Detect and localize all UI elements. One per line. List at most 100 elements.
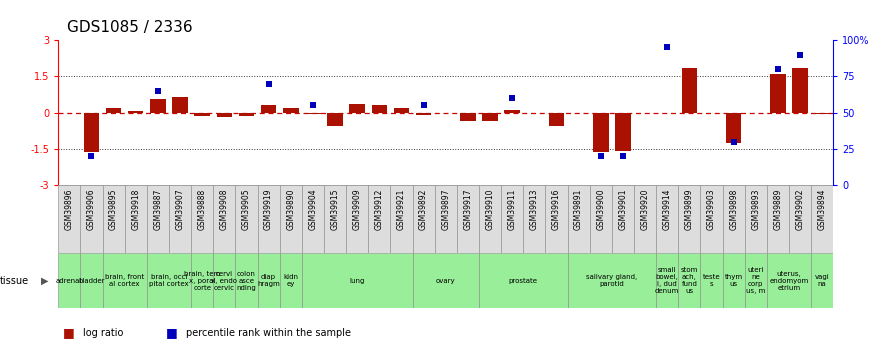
Text: uterus,
endomyom
etrium: uterus, endomyom etrium <box>770 270 808 290</box>
Text: vagi
na: vagi na <box>814 274 830 287</box>
Bar <box>701 185 722 253</box>
Text: salivary gland,
parotid: salivary gland, parotid <box>586 274 637 287</box>
Text: GSM39910: GSM39910 <box>486 188 495 230</box>
Text: GSM39906: GSM39906 <box>87 188 96 230</box>
Bar <box>393 108 409 112</box>
Bar <box>722 185 745 253</box>
Bar <box>656 253 678 308</box>
Bar <box>128 111 143 112</box>
Text: GSM39903: GSM39903 <box>707 188 716 230</box>
Bar <box>191 185 213 253</box>
Text: GSM39891: GSM39891 <box>574 188 583 230</box>
Bar <box>416 112 431 115</box>
Bar <box>412 185 435 253</box>
Text: brain, occi
pital cortex: brain, occi pital cortex <box>149 274 189 287</box>
Bar <box>767 253 811 308</box>
Bar <box>169 185 191 253</box>
Bar <box>283 108 298 112</box>
Text: GSM39902: GSM39902 <box>796 188 805 230</box>
Text: brain, front
al cortex: brain, front al cortex <box>105 274 144 287</box>
Bar <box>678 253 701 308</box>
Bar <box>213 253 236 308</box>
Text: GSM39908: GSM39908 <box>220 188 228 230</box>
Bar <box>306 112 321 114</box>
Bar <box>261 105 276 112</box>
Bar <box>412 253 479 308</box>
Bar <box>435 185 457 253</box>
Text: thym
us: thym us <box>725 274 743 287</box>
Text: prostate: prostate <box>509 278 538 284</box>
Bar <box>479 185 501 253</box>
Text: ■: ■ <box>166 326 177 339</box>
Text: tissue: tissue <box>0 276 30 286</box>
Text: GSM39894: GSM39894 <box>818 188 827 230</box>
Text: log ratio: log ratio <box>83 327 124 337</box>
Bar <box>612 185 634 253</box>
Bar <box>567 185 590 253</box>
Bar <box>324 185 346 253</box>
Bar <box>346 185 368 253</box>
Text: GSM39913: GSM39913 <box>530 188 538 230</box>
Bar <box>147 253 191 308</box>
Bar <box>58 253 81 308</box>
Bar <box>811 253 833 308</box>
Text: GSM39907: GSM39907 <box>176 188 185 230</box>
Text: kidn
ey: kidn ey <box>283 274 298 287</box>
Bar <box>236 185 257 253</box>
Bar <box>81 185 102 253</box>
Text: GSM39901: GSM39901 <box>618 188 627 230</box>
Bar <box>236 253 257 308</box>
Bar <box>811 185 833 253</box>
Bar <box>106 108 121 112</box>
Text: GSM39918: GSM39918 <box>131 188 141 230</box>
Text: GSM39914: GSM39914 <box>663 188 672 230</box>
Text: small
bowel,
i, dud
denum: small bowel, i, dud denum <box>655 267 679 294</box>
Bar <box>745 185 767 253</box>
Bar <box>745 253 767 308</box>
Text: GSM39919: GSM39919 <box>264 188 273 230</box>
Bar <box>217 112 232 117</box>
Text: lung: lung <box>349 278 365 284</box>
Text: ovary: ovary <box>436 278 455 284</box>
Bar <box>482 112 498 121</box>
Bar <box>81 253 102 308</box>
Bar <box>523 185 546 253</box>
Text: GSM39889: GSM39889 <box>773 188 782 230</box>
Bar <box>302 253 412 308</box>
Bar <box>194 112 210 116</box>
Bar <box>102 185 125 253</box>
Bar <box>280 185 302 253</box>
Text: diap
hragm: diap hragm <box>257 274 280 287</box>
Bar <box>656 185 678 253</box>
Bar <box>391 185 412 253</box>
Text: adrenal: adrenal <box>56 278 82 284</box>
Bar <box>238 112 254 116</box>
Bar <box>461 112 476 121</box>
Text: uteri
ne
corp
us, m: uteri ne corp us, m <box>746 267 765 294</box>
Bar <box>634 185 656 253</box>
Text: ▶: ▶ <box>41 276 48 286</box>
Text: GSM39887: GSM39887 <box>153 188 162 230</box>
Text: GSM39888: GSM39888 <box>198 188 207 230</box>
Bar <box>125 185 147 253</box>
Text: GSM39900: GSM39900 <box>596 188 606 230</box>
Text: GSM39920: GSM39920 <box>641 188 650 230</box>
Text: GSM39893: GSM39893 <box>751 188 761 230</box>
Bar <box>792 68 808 112</box>
Text: GSM39911: GSM39911 <box>508 188 517 230</box>
Text: GSM39897: GSM39897 <box>441 188 451 230</box>
Text: colon
asce
nding: colon asce nding <box>237 270 256 290</box>
Bar <box>349 104 365 112</box>
Bar <box>213 185 236 253</box>
Bar <box>616 112 631 151</box>
Bar <box>257 253 280 308</box>
Bar <box>151 99 166 112</box>
Text: GSM39915: GSM39915 <box>331 188 340 230</box>
Bar <box>701 253 722 308</box>
Text: GSM39917: GSM39917 <box>463 188 472 230</box>
Text: GSM39892: GSM39892 <box>419 188 428 230</box>
Text: teste
s: teste s <box>702 274 720 287</box>
Text: GSM39909: GSM39909 <box>353 188 362 230</box>
Bar <box>814 112 830 114</box>
Bar <box>548 112 564 126</box>
